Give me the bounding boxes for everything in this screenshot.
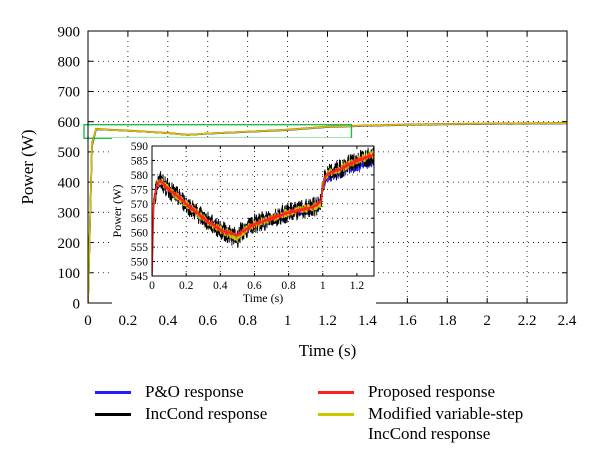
inset-x-axis-label: Time (s) [243, 291, 284, 305]
main-y-tick-label: 500 [58, 145, 81, 161]
main-y-tick-label: 600 [58, 115, 81, 131]
inset-y-tick-label: 570 [131, 199, 149, 211]
inset-x-tick-label: 1 [320, 280, 326, 292]
legend-swatch-proposed [318, 391, 354, 394]
main-y-axis-label: Power (W) [18, 129, 37, 204]
inset-y-tick-label: 565 [131, 213, 149, 225]
inset-x-tick-label: 1.2 [350, 280, 365, 292]
inset-x-tick-label: 0 [149, 280, 155, 292]
inset-y-tick-label: 590 [131, 141, 149, 153]
legend-item-inccond: IncCond response [95, 404, 267, 424]
main-y-tick-label: 300 [58, 206, 81, 222]
main-x-tick-label: 0.4 [158, 313, 177, 329]
main-y-tick-label: 100 [58, 266, 81, 282]
main-y-tick-label: 400 [58, 175, 81, 191]
inset-x-tick-label: 0.4 [213, 280, 228, 292]
inset-y-tick-label: 550 [131, 257, 149, 269]
inset-plot-border [151, 145, 375, 277]
legend-item-po: P&O response [95, 382, 244, 402]
inset-y-tick-label: 580 [131, 170, 149, 182]
main-y-tick-label: 200 [58, 236, 81, 252]
inset-y-tick-label: 575 [131, 184, 149, 196]
main-x-tick-label: 2 [483, 313, 491, 329]
inset-x-tick-label: 0.6 [247, 280, 262, 292]
legend-label-inccond: IncCond response [145, 404, 268, 423]
main-x-tick-label: 0.8 [238, 313, 257, 329]
legend-label-proposed: Proposed response [368, 382, 496, 401]
legend-label-po: P&O response [145, 382, 244, 401]
main-x-tick-label: 0 [84, 313, 92, 329]
main-x-tick-label: 1.2 [318, 313, 337, 329]
legend-swatch-inccond [95, 413, 131, 416]
legend: P&O response Proposed response IncCond r… [0, 376, 600, 466]
inset-x-tick-label: 0.8 [281, 280, 296, 292]
main-y-tick-label: 0 [73, 296, 81, 312]
main-y-tick-label: 800 [58, 54, 81, 70]
inset-y-tick-label: 555 [131, 242, 149, 254]
inset-y-tick-label: 585 [131, 155, 149, 167]
inset-y-axis-label: Power (W) [110, 185, 124, 238]
main-y-tick-label: 700 [58, 85, 81, 101]
main-x-axis-label: Time (s) [299, 341, 356, 360]
legend-swatch-modified [318, 413, 354, 416]
main-x-tick-label: 2.4 [558, 313, 577, 329]
main-x-tick-label: 1.6 [398, 313, 417, 329]
main-x-tick-label: 2.2 [518, 313, 537, 329]
main-series-modified-variable-step-inccond-response [88, 122, 567, 303]
main-y-tick-label: 900 [58, 24, 81, 40]
main-x-tick-label: 0.6 [198, 313, 217, 329]
legend-label-modified: Modified variable-step IncCond response [368, 404, 524, 443]
legend-swatch-po [95, 391, 131, 394]
legend-item-modified: Modified variable-step IncCond response [318, 404, 523, 444]
main-x-tick-label: 1.8 [438, 313, 457, 329]
inset-y-tick-label: 545 [131, 271, 149, 283]
inset-plot: 0 0.2 0.4 0.6 0.8 1 1.2 545 550 555 560 565 570 575 58… [110, 138, 376, 306]
inset-y-tick-label: 560 [131, 228, 149, 240]
legend-item-proposed: Proposed response [318, 382, 495, 402]
inset-x-tick-label: 0.2 [179, 280, 194, 292]
main-x-tick-label: 1.4 [358, 313, 377, 329]
main-x-tick-label: 0.2 [119, 313, 138, 329]
main-x-tick-label: 1 [284, 313, 292, 329]
inset-series-proposed-response [152, 151, 374, 276]
